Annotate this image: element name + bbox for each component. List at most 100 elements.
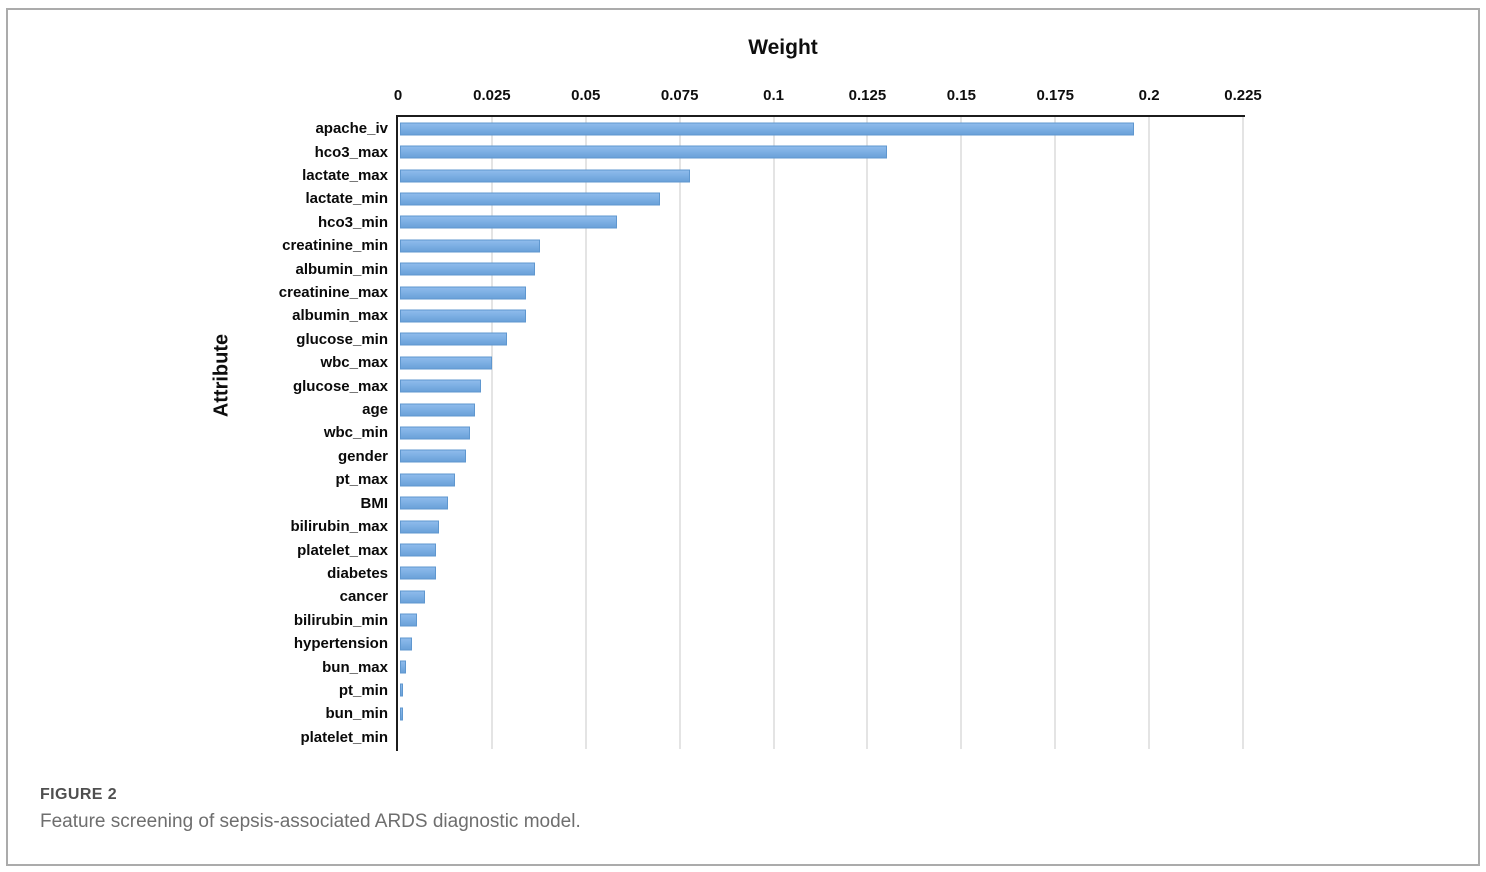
bar-row — [400, 492, 1243, 515]
chart-title: Weight — [748, 36, 818, 59]
bar — [400, 403, 475, 417]
bar — [400, 332, 507, 346]
bar-row — [400, 679, 1243, 702]
category-label: glucose_max — [292, 377, 388, 395]
x-tick-label: 0.025 — [473, 87, 511, 104]
bar — [400, 309, 526, 323]
x-tick-label: 0 — [393, 87, 403, 104]
bar-row — [400, 304, 1243, 327]
bar — [400, 215, 618, 229]
bar — [400, 192, 661, 206]
gridline — [772, 117, 775, 749]
figure-caption-text: Feature screening of sepsis-associated A… — [40, 811, 581, 832]
category-label: diabetes — [327, 564, 388, 582]
bar-row — [400, 398, 1243, 421]
bar — [400, 379, 481, 393]
bar-row — [400, 351, 1243, 374]
bar — [400, 169, 691, 183]
gridline — [1054, 117, 1057, 749]
x-axis-line — [396, 115, 1245, 117]
gridline — [490, 117, 493, 749]
bar — [400, 613, 417, 627]
bar — [400, 262, 535, 276]
category-label: apache_iv — [315, 120, 388, 138]
gridline — [1242, 117, 1244, 749]
category-label: gender — [337, 447, 388, 465]
bar — [400, 145, 888, 159]
x-tick-label: 0.175 — [1036, 87, 1074, 104]
category-label: bun_max — [322, 658, 388, 676]
bar-row — [400, 164, 1243, 187]
x-tick-label: 0.2 — [1138, 87, 1160, 104]
category-label: platelet_min — [300, 728, 388, 746]
category-label: bun_min — [325, 705, 389, 723]
category-label: creatinine_min — [282, 237, 388, 255]
gridline — [866, 117, 869, 749]
category-label: pt_max — [335, 471, 388, 489]
bar — [400, 496, 448, 510]
x-tick-label: 0.225 — [1224, 87, 1262, 104]
category-label: platelet_max — [297, 541, 388, 559]
category-label: lactate_min — [305, 190, 388, 208]
category-label: cancer — [339, 588, 388, 606]
bar — [400, 660, 406, 674]
category-label: age — [362, 401, 388, 419]
bar — [400, 566, 436, 580]
x-tick-label: 0.05 — [571, 87, 601, 104]
category-label: wbc_min — [323, 424, 388, 442]
bar — [400, 449, 467, 463]
bar-row — [400, 515, 1243, 538]
bar — [400, 590, 426, 604]
bar — [400, 520, 440, 534]
bar — [400, 707, 403, 721]
bar — [400, 286, 526, 300]
figure-caption-label: FIGURE 2 — [40, 786, 117, 803]
gridline — [678, 117, 681, 749]
category-label: albumin_min — [295, 260, 388, 278]
category-label: bilirubin_min — [293, 611, 388, 629]
gridline — [584, 117, 587, 749]
category-label: wbc_max — [320, 354, 388, 372]
bar-row — [400, 234, 1243, 257]
bar-row — [400, 538, 1243, 561]
x-tick-label: 0.075 — [660, 87, 699, 104]
bar — [400, 543, 436, 557]
bar-row — [400, 421, 1243, 444]
x-tick-label: 0.15 — [946, 87, 976, 104]
bar — [400, 426, 471, 440]
bar — [400, 122, 1135, 136]
plot-area — [398, 117, 1244, 749]
category-label: hypertension — [293, 635, 388, 653]
category-label: glucose_min — [296, 330, 388, 348]
category-label: BMI — [360, 494, 389, 512]
bar-row — [400, 609, 1243, 632]
bar — [400, 239, 541, 253]
category-label: hco3_max — [314, 143, 388, 161]
bar — [400, 473, 456, 487]
x-tick-label: 0.125 — [848, 87, 887, 104]
category-label: lactate_max — [302, 167, 388, 185]
category-label: pt_min — [338, 681, 388, 699]
x-axis-ticks: 0 0.025 0.05 0.075 0.1 0.125 0.15 0.175 0.2 0.225 — [394, 87, 1262, 109]
bar-row — [400, 257, 1243, 280]
bar-row — [400, 585, 1243, 608]
category-label: hco3_min — [317, 213, 388, 231]
bar-row — [400, 211, 1243, 234]
bar-row — [400, 445, 1243, 468]
bar — [400, 683, 403, 697]
bar-row — [400, 117, 1243, 140]
bar-row — [400, 655, 1243, 678]
bar — [400, 637, 412, 651]
category-label: bilirubin_max — [290, 518, 388, 536]
category-label: creatinine_max — [278, 284, 388, 302]
bar — [400, 356, 492, 370]
bar-row — [400, 702, 1243, 725]
x-tick-label: 0.1 — [763, 87, 784, 104]
bar-row — [400, 140, 1243, 163]
gridline — [960, 117, 963, 749]
category-label: albumin_max — [292, 307, 388, 325]
bar-row — [400, 562, 1243, 585]
bar-row — [400, 468, 1243, 491]
